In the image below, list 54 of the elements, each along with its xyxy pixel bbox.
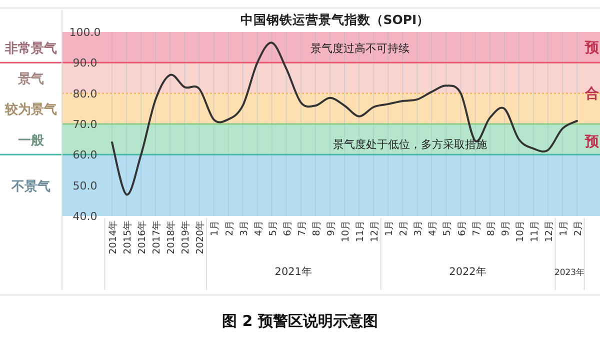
band-label: 不景气 (10, 179, 50, 194)
x-tick-label: 7月 (471, 220, 482, 236)
chart-title: 中国钢铁运营景气指数（SOPI） (240, 12, 430, 27)
x-tick-label: 1月 (210, 220, 221, 236)
line-series (111, 42, 578, 196)
y-tick-label: 50.0 (72, 179, 98, 192)
y-tick-label: 80.0 (72, 87, 98, 100)
x-tick-label: 1月 (558, 220, 570, 236)
text: 预 (584, 134, 600, 150)
x-tick-label: 2月 (398, 220, 410, 236)
x-tick-label: 4月 (253, 220, 264, 236)
text: 预 (584, 40, 600, 56)
x-tick-label: 10月 (514, 220, 526, 242)
band-label: 景气 (17, 72, 44, 87)
x-tick-label: 2016年 (136, 220, 148, 254)
y-tick-label: 40.0 (72, 210, 98, 223)
x-tick-label: 2019年 (180, 220, 192, 254)
x-tick-label: 2月 (224, 220, 236, 236)
band-label: 非常景气 (4, 41, 57, 56)
x-tick-label: 11月 (529, 220, 540, 242)
x-tick-label: 11月 (355, 220, 366, 242)
x-tick-label: 10月 (340, 220, 352, 242)
x-tick-label: 9月 (500, 220, 512, 236)
x-tick-label: 9月 (326, 220, 337, 236)
annotation: 景气度过高不可持续 (310, 42, 410, 55)
x-tick-label: 3月 (238, 220, 250, 236)
x-tick-label: 5月 (442, 220, 454, 236)
x-tick-label: 6月 (282, 220, 294, 236)
x-tick-label: 1月 (384, 220, 396, 236)
text: 2023年 (554, 267, 586, 278)
x-tick-label: 4月 (428, 220, 439, 236)
band-label: 一般 (18, 133, 45, 148)
x-tick-label: 2014年 (107, 220, 119, 254)
x-tick-label: 2月 (573, 220, 584, 236)
band-label: 较为景气 (4, 102, 57, 118)
x-tick-label: 12月 (370, 220, 381, 242)
x-tick-label: 8月 (486, 220, 497, 236)
x-tick-label: 2017年 (150, 220, 163, 254)
text: 2022年 (449, 266, 487, 278)
y-tick-label: 70.0 (72, 118, 98, 131)
x-tick-label: 3月 (413, 220, 424, 236)
text: 2021年 (274, 266, 313, 278)
x-tick-label: 6月 (456, 220, 468, 236)
x-tick-label: 2018年 (165, 220, 178, 254)
y-tick-label: 100.0 (69, 26, 101, 39)
x-tick-label: 2020年 (194, 220, 206, 254)
x-tick-label: 5月 (268, 220, 279, 236)
x-tick-label: 8月 (311, 220, 322, 236)
x-tick-label: 2015年 (122, 220, 134, 254)
text: 合 (584, 86, 599, 102)
caption: 图 2 预警区说明示意图 (222, 312, 378, 330)
annotation: 景气度处于低位，多方采取措施 (333, 138, 487, 151)
x-tick-label: 7月 (296, 220, 308, 236)
x-tick-label: 12月 (544, 220, 555, 242)
